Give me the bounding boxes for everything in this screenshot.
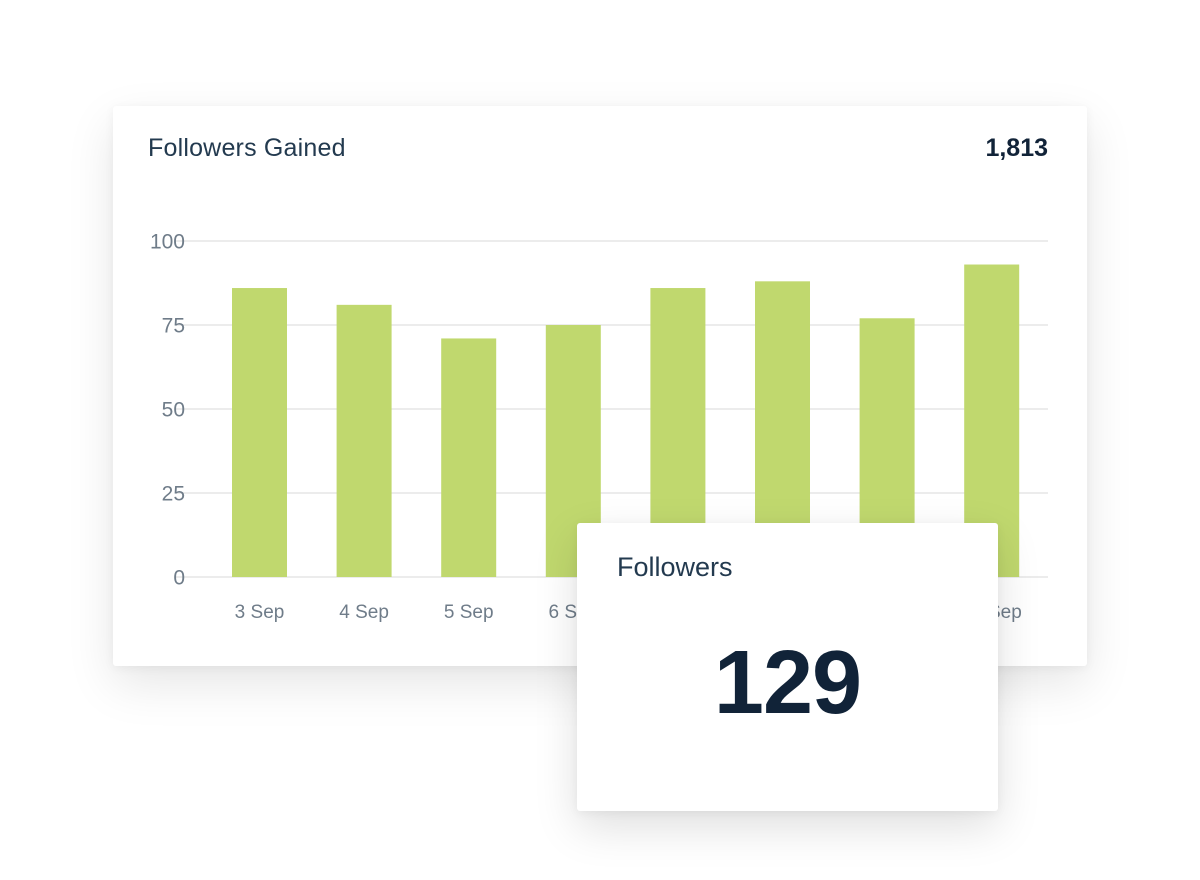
y-tick-label: 0 (173, 567, 185, 590)
bar (336, 304, 392, 577)
y-axis-ticks: 0 25 50 75 100 (150, 231, 185, 590)
x-tick-label: 5 Sep (444, 602, 494, 623)
y-tick-label: 100 (150, 231, 185, 254)
followers-total: 1,813 (985, 134, 1048, 162)
bar (232, 288, 287, 577)
y-tick-label: 25 (162, 483, 185, 506)
bar (441, 338, 497, 577)
followers-metric-card: Followers 129 (577, 523, 998, 811)
metric-label: Followers (617, 552, 733, 582)
x-tick-label: 3 Sep (235, 602, 285, 623)
chart-title: Followers Gained (148, 134, 346, 162)
x-tick-label: 4 Sep (339, 602, 389, 623)
metric-value: 129 (713, 633, 862, 733)
y-tick-label: 50 (162, 399, 185, 422)
y-tick-label: 75 (162, 315, 185, 338)
